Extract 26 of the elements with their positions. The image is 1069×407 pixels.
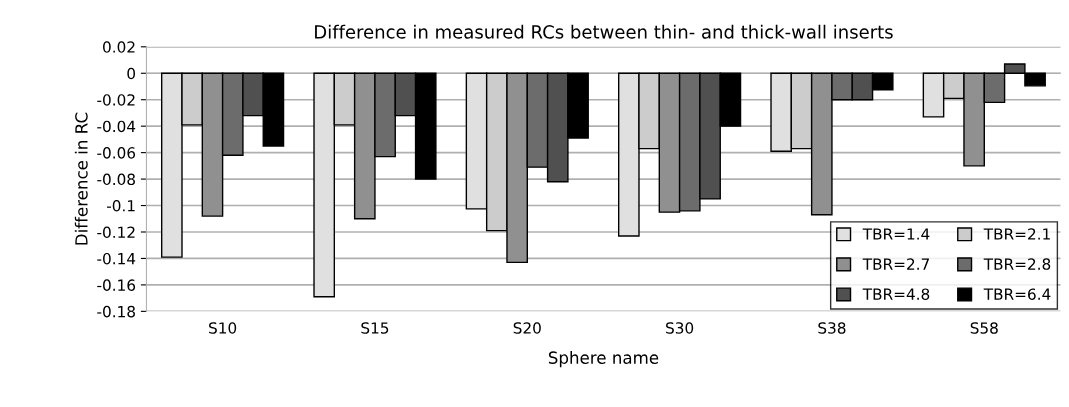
- y-tick-label: -0.02: [97, 94, 135, 106]
- legend-label: TBR=6.4: [983, 288, 1051, 300]
- x-axis-title: Sphere name: [548, 351, 659, 368]
- y-tick-label: -0.14: [97, 252, 136, 265]
- y-tick-label: -0.16: [97, 279, 136, 291]
- x-tick-label: S20: [513, 322, 541, 334]
- legend-label: TBR=4.8: [862, 288, 930, 300]
- legend-label: TBR=2.7: [862, 258, 929, 270]
- y-tick-label: -0.12: [97, 226, 135, 239]
- y-axis-title: Difference in RC: [74, 112, 88, 245]
- y-tick-label: 0.02: [103, 41, 135, 53]
- x-tick-label: S15: [361, 322, 389, 334]
- y-tick-label: -0.18: [97, 305, 135, 318]
- y-tick-label: 0: [127, 67, 136, 80]
- x-tick-label: S38: [818, 322, 846, 334]
- y-tick-label: -0.1: [106, 200, 135, 212]
- x-tick-label: S30: [666, 322, 694, 334]
- y-tick-label: -0.08: [97, 173, 135, 186]
- legend-label: TBR=2.8: [983, 258, 1051, 270]
- y-tick-label: -0.04: [97, 120, 136, 133]
- legend-label: TBR=1.4: [862, 228, 930, 240]
- x-tick-label: S10: [209, 322, 237, 334]
- legend-label: TBR=2.1: [983, 228, 1050, 240]
- x-tick-label: S58: [970, 322, 998, 334]
- chart-title: Difference in measured RCs between thin- and thick-wall inserts: [315, 24, 893, 39]
- y-tick-label: -0.06: [97, 147, 136, 159]
